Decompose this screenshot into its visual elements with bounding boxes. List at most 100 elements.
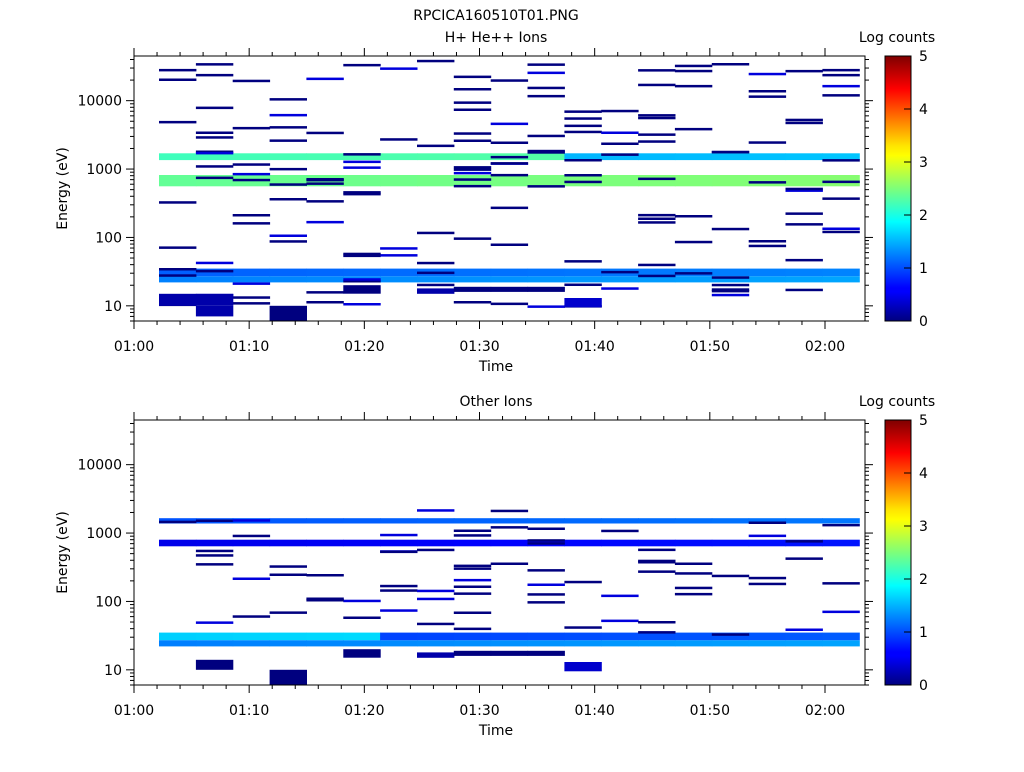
heatmap-cell [564,580,602,584]
heatmap-cell [380,518,418,524]
heatmap-cell [417,632,455,641]
heatmap-cell [822,94,860,97]
heatmap-cell [232,276,271,283]
heatmap-cell [822,276,860,283]
panel-title: Other Ions [459,394,532,410]
heatmap-cell [343,254,381,258]
heatmap-cell [195,176,234,180]
y-tick-label: 10000 [77,94,122,110]
heatmap-cell [748,141,787,144]
heatmap-cell [269,669,307,685]
heatmap-cell [527,518,565,524]
heatmap-cell [269,198,307,201]
heatmap-cell [232,539,271,547]
heatmap-cell [638,213,676,217]
heatmap-cell [527,542,565,545]
heatmap-cell [159,268,197,277]
heatmap-cell [490,526,529,529]
heatmap-cell [601,640,639,647]
heatmap-cell [564,180,602,184]
heatmap-cell [527,569,565,572]
heatmap-cell [306,301,344,304]
heatmap-cell [527,71,565,75]
heatmap-cell [822,159,860,162]
heatmap-cell [269,640,307,647]
heatmap-cell [490,302,529,306]
x-tick-label: 01:50 [690,703,730,719]
heatmap-cell [453,567,492,570]
heatmap-cell [638,221,676,224]
heatmap-cell [269,126,307,129]
heatmap-cell [490,562,529,565]
heatmap-cell [711,632,750,641]
heatmap-cell [711,283,750,287]
colorbar-tick-label: 3 [919,155,928,171]
heatmap-cell [232,632,271,641]
heatmap-cell [564,159,602,162]
heatmap-cell [564,110,602,113]
plot-frame [133,55,866,322]
heatmap-cell [711,227,750,231]
heatmap-cell [417,153,455,161]
y-axis-label: Energy (eV) [55,147,71,230]
heatmap-cell [638,140,676,143]
heatmap-cell [269,139,307,142]
heatmap-cell [195,549,234,553]
heatmap-cell [527,527,565,530]
heatmap-cell [343,640,381,647]
heatmap-cell [711,518,750,524]
heatmap-cell [490,518,529,524]
heatmap-cell [638,114,676,117]
heatmap-cell [711,175,750,187]
colorbar-tick-label: 4 [919,466,928,482]
heatmap-cell [343,191,381,194]
heatmap-cell [638,548,676,552]
x-tick-label: 01:40 [574,703,614,719]
heatmap-cell [527,286,565,292]
heatmap-cell [417,622,455,626]
heatmap-cell [343,539,381,547]
x-tick-label: 02:00 [805,339,845,355]
heatmap-cell [748,95,787,98]
heatmap-cell [638,559,676,563]
heatmap-cell [453,534,492,537]
heatmap-cell [306,220,344,224]
x-tick-label: 01:40 [574,339,614,355]
x-axis-label: Time [478,723,513,739]
heatmap-cell [417,231,455,235]
heatmap-cell [638,632,676,641]
figure-title: RPCICA160510T01.PNG [413,8,578,24]
heatmap-cell [306,597,344,600]
heatmap-cell [527,601,565,604]
heatmap-cell [453,166,492,169]
heatmap-cell [306,599,344,602]
heatmap-cell [785,557,823,560]
heatmap-cell [453,108,492,111]
heatmap-cell [785,276,823,283]
heatmap-cell [380,589,418,592]
heatmap-cell [785,153,823,161]
heatmap-cell [417,283,455,287]
heatmap-cell [564,260,602,263]
colorbar-tick-label: 2 [919,208,928,224]
heatmap-cell [343,268,381,277]
heatmap-cell [822,84,860,88]
heatmap-cell [638,276,676,283]
heatmap-cell [306,632,344,641]
heatmap-cell [785,175,823,187]
heatmap-cell [822,180,860,184]
heatmap-cell [748,181,787,184]
heatmap-cell [343,599,381,603]
x-tick-label: 01:20 [344,703,384,719]
heatmap-cell [195,632,234,641]
x-tick-label: 01:30 [459,339,499,355]
heatmap-cell [748,582,787,586]
heatmap-cell [343,252,381,256]
heatmap-cell [269,305,307,321]
colorbar-tick-label: 0 [919,678,928,694]
heatmap-cell [417,509,455,512]
heatmap-cell [711,539,750,547]
